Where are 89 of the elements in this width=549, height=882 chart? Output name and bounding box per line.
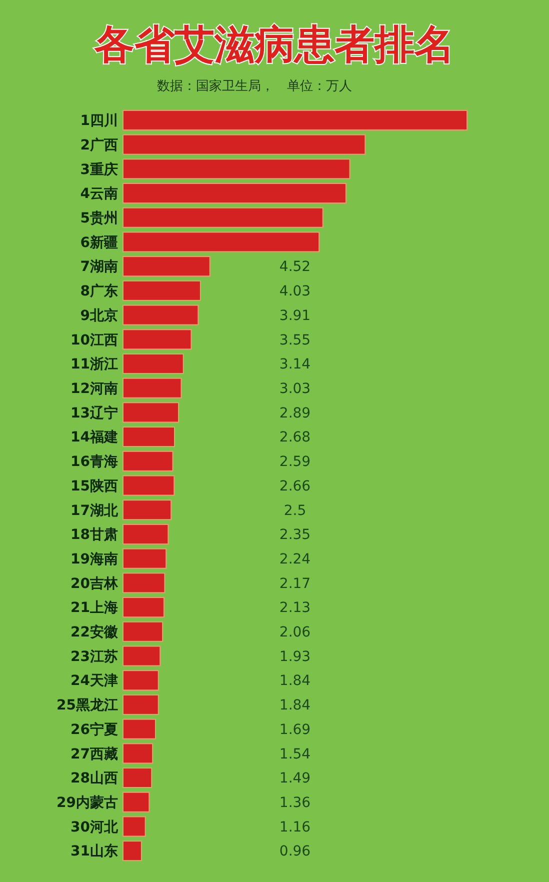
bar: [122, 304, 199, 326]
data-label: 2.68: [279, 430, 311, 446]
y-tick-label: 6新疆: [80, 234, 118, 251]
y-tick-label: 26宁夏: [70, 720, 118, 738]
y-tick-label: 18甘肃: [70, 527, 118, 544]
y-tick-label: 12河南: [70, 380, 118, 397]
data-label: 2.17: [279, 576, 311, 592]
bar: [122, 768, 152, 788]
bar: [122, 694, 159, 715]
y-tick-label: 4云南: [80, 186, 118, 202]
bar: [122, 500, 172, 520]
data-label: 4.03: [279, 284, 311, 300]
y-tick-label: 7湖南: [80, 259, 118, 276]
bar: [122, 718, 156, 740]
y-tick-label: 22安徽: [70, 624, 119, 641]
bar: [122, 548, 167, 569]
y-tick-label: 21上海: [70, 600, 118, 616]
bar: [122, 329, 192, 350]
data-label: 2.5: [284, 502, 306, 519]
data-label: 3.55: [279, 332, 311, 348]
data-label: 3.91: [279, 308, 311, 324]
data-label: 2.89: [279, 405, 311, 422]
y-tick-label: 19海南: [70, 551, 118, 568]
data-label: 2.13: [279, 600, 311, 616]
y-tick-label: 30河北: [70, 819, 119, 836]
data-label: 2.59: [279, 454, 311, 470]
y-tick-label: 23江苏: [70, 648, 118, 665]
y-tick-label: 10江西: [70, 332, 118, 348]
data-label: 1.36: [279, 795, 311, 812]
y-tick-label: 9北京: [80, 306, 118, 324]
bar: [122, 621, 164, 642]
y-tick-label: 20吉林: [70, 576, 119, 592]
y-tick-label: 8广东: [80, 282, 118, 300]
data-label: 2.06: [279, 624, 311, 641]
bar: [122, 743, 154, 764]
bar: [122, 524, 169, 544]
data-label: 0.96: [279, 844, 311, 860]
y-tick-label: 5贵州: [80, 210, 118, 226]
bar: [122, 597, 164, 618]
bar: [122, 816, 146, 837]
data-label: 3.03: [279, 380, 311, 397]
y-tick-label: 15陕西: [70, 478, 118, 494]
bar: [122, 232, 320, 252]
bar: [122, 450, 174, 472]
data-label: 1.84: [279, 698, 311, 714]
data-label: 1.84: [279, 673, 311, 690]
data-label: 2.66: [279, 478, 311, 494]
y-tick-label: 24天津: [70, 673, 118, 690]
y-tick-label: 25黑龙江: [56, 698, 118, 714]
bar: [122, 353, 184, 374]
y-tick-label: 3重庆: [80, 160, 118, 178]
bar: [122, 256, 210, 277]
bar: [122, 426, 176, 448]
data-label: 1.54: [279, 746, 311, 762]
bar: [122, 840, 142, 862]
bar: [122, 134, 366, 155]
data-label: 2.35: [279, 527, 311, 544]
bar: [122, 792, 150, 812]
bar: [122, 110, 468, 130]
y-tick-label: 16青海: [70, 454, 118, 470]
bar: [122, 646, 161, 666]
data-label: 1.49: [279, 770, 311, 787]
y-tick-label: 11浙江: [70, 356, 118, 373]
chart-subtitle: 数据：国家卫生局， 单位：万人: [157, 78, 352, 94]
y-tick-label: 29内蒙古: [56, 795, 118, 812]
bar: [122, 475, 175, 496]
y-tick-label: 2广西: [80, 136, 118, 154]
data-label: 1.93: [279, 648, 311, 665]
bar: [122, 158, 350, 180]
bar: [122, 402, 180, 423]
chart-title: 各省艾滋病患者排名: [94, 22, 454, 68]
y-tick-label: 28山西: [70, 770, 118, 787]
y-tick-label: 17湖北: [70, 502, 119, 519]
data-label: 4.52: [279, 259, 311, 276]
y-tick-label: 1四川: [80, 113, 118, 130]
bar: [122, 378, 182, 398]
bar: [122, 572, 166, 594]
y-tick-label: 13辽宁: [70, 404, 118, 422]
bar: [122, 207, 324, 228]
bar: [122, 670, 159, 691]
data-label: 1.16: [279, 819, 311, 836]
y-tick-label: 27西藏: [70, 746, 118, 762]
bar: [122, 183, 346, 204]
data-label: 3.14: [279, 356, 311, 373]
data-label: 2.24: [279, 551, 311, 568]
bar: [122, 280, 201, 301]
y-tick-label: 14福建: [70, 428, 118, 446]
data-label: 1.69: [279, 722, 311, 738]
y-tick-label: 31山东: [70, 842, 118, 860]
